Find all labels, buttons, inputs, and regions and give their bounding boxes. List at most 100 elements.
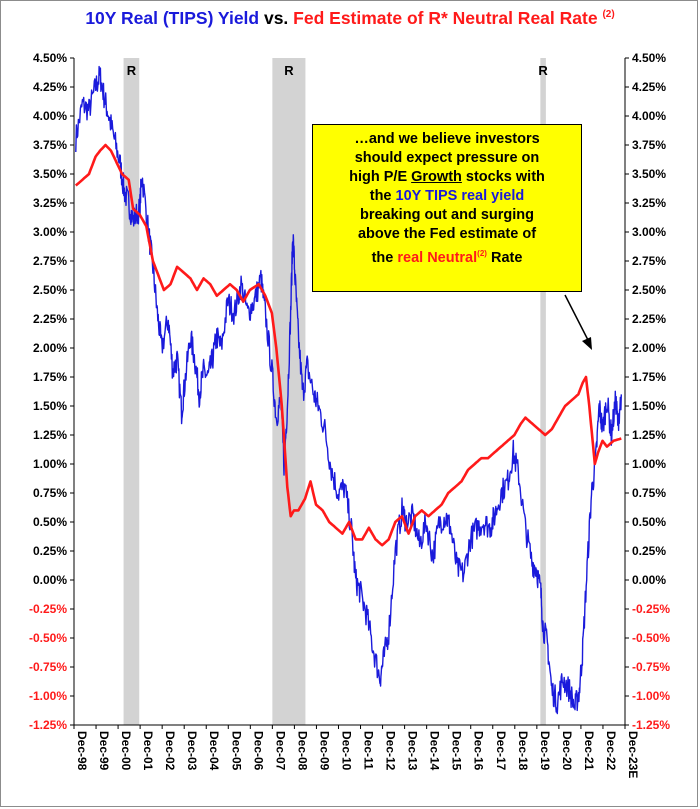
series-neutral-rate-line (74, 143, 622, 547)
y-tick-label-left: 1.25% (33, 428, 67, 442)
x-tick-label: Dec-07 (273, 731, 287, 771)
x-tick-label: Dec-14 (428, 731, 442, 771)
callout-line-3-post: stocks with (461, 169, 545, 185)
y-tick-label-right: -1.00% (632, 689, 670, 703)
annotation-callout: …and we believe investors should expect … (312, 124, 582, 292)
y-tick-label-right: 1.25% (632, 428, 666, 442)
y-tick-label-left: 0.50% (33, 515, 67, 529)
x-tick-label: Dec-19 (538, 731, 552, 771)
y-tick-label-right: 2.00% (632, 341, 666, 355)
chart-title: 10Y Real (TIPS) Yield vs. Fed Estimate o… (0, 8, 700, 29)
x-tick-label: Dec-04 (207, 731, 221, 771)
y-tick-label-right: 0.00% (632, 573, 666, 587)
y-tick-label-right: 0.25% (632, 544, 666, 558)
recession-band-1 (123, 58, 140, 725)
y-tick-label-right: 3.00% (632, 225, 666, 239)
x-tick-label: Dec-18 (516, 731, 530, 771)
callout-tips-highlight: 10Y TIPS real yield (395, 188, 525, 204)
y-tick-label-right: 3.25% (632, 196, 666, 210)
y-tick-label-left: 4.50% (33, 51, 67, 65)
x-tick-label: Dec-00 (119, 731, 133, 771)
y-tick-label-left: 4.25% (33, 80, 67, 94)
y-tick-label-right: 2.25% (632, 312, 666, 326)
x-tick-label: Dec-09 (317, 731, 331, 771)
x-tick-label: Dec-17 (494, 731, 508, 771)
y-tick-label-left: 2.00% (33, 341, 67, 355)
y-tick-label-right: 3.50% (632, 167, 666, 181)
y-tick-label-right: 2.50% (632, 283, 666, 297)
x-tick-label: Dec-22 (604, 731, 618, 771)
x-tick-label: Dec-16 (472, 731, 486, 771)
callout-line-7-post: Rate (486, 249, 523, 266)
y-axis-left: 4.50% 4.25% 4.00% 3.75% 3.50% 3.25% 3.00% 2.75%… (29, 51, 75, 732)
y-tick-label-right: -1.25% (632, 718, 670, 732)
y-tick-label-left: -0.75% (29, 660, 67, 674)
x-tick-label: Dec-05 (229, 731, 243, 771)
y-tick-label-right: 0.75% (632, 486, 666, 500)
y-tick-label-left: -0.50% (29, 631, 67, 645)
y-tick-label-left: 0.75% (33, 486, 67, 500)
callout-line-6: above the Fed estimate of (357, 226, 537, 242)
x-tick-label: Dec-12 (384, 731, 398, 771)
callout-arrow-shaft (564, 294, 590, 343)
x-tick-label: Dec-03 (185, 731, 199, 771)
x-tick-label: Dec-21 (582, 731, 596, 771)
x-tick-label: Dec-15 (450, 731, 464, 771)
title-vs: vs. (259, 8, 294, 28)
series-tips-yield-line (75, 65, 622, 715)
callout-line-5: breaking out and surging (359, 207, 534, 223)
y-tick-label-right: 2.75% (632, 254, 666, 268)
y-tick-label-left: -0.25% (29, 602, 67, 616)
y-tick-label-right: -0.75% (632, 660, 670, 674)
y-tick-label-left: 0.25% (33, 544, 67, 558)
x-tick-label: Dec-23E (626, 731, 640, 778)
callout-neutral-highlight: real Neutral (397, 249, 478, 266)
x-tick-label: Dec-02 (163, 731, 177, 771)
x-tick-label: Dec-11 (362, 731, 376, 770)
recession-band-2 (272, 58, 306, 725)
recession-label-2: R (284, 63, 294, 78)
y-tick-label-left: 1.75% (33, 370, 67, 384)
callout-line-4: the 10Y TIPS real yield (313, 187, 581, 206)
y-tick-label-left: 3.00% (33, 225, 67, 239)
callout-line-2: should expect pressure on (354, 150, 540, 166)
x-tick-label: Dec-99 (97, 731, 111, 771)
y-tick-label-left: 3.50% (33, 167, 67, 181)
x-tick-label: Dec-20 (560, 731, 574, 771)
y-tick-label-left: 1.50% (33, 399, 67, 413)
x-tick-label: Dec-01 (141, 731, 155, 771)
x-axis: Dec-98 Dec-99 Dec-00 Dec-01 Dec-02 Dec-03 Dec-… (73, 724, 640, 778)
y-tick-label-left: 1.00% (33, 457, 67, 471)
y-tick-label-left: -1.25% (29, 718, 67, 732)
recession-label-3: R (538, 63, 548, 78)
y-tick-label-right: -0.50% (632, 631, 670, 645)
x-tick-label: Dec-98 (75, 731, 89, 771)
y-tick-label-right: 1.00% (632, 457, 666, 471)
callout-line-3: high P/E Growth stocks with (313, 168, 581, 187)
y-tick-label-left: 2.25% (33, 312, 67, 326)
y-tick-label-right: 4.00% (632, 109, 666, 123)
x-tick-label: Dec-13 (406, 731, 420, 771)
y-tick-label-left: 3.25% (33, 196, 67, 210)
y-tick-label-left: 2.50% (33, 283, 67, 297)
y-tick-label-right: -0.25% (632, 602, 670, 616)
y-tick-label-left: 3.75% (33, 138, 67, 152)
callout-line-1: …and we believe investors (354, 131, 540, 147)
x-tick-label: Dec-06 (251, 731, 265, 771)
y-tick-label-right: 0.50% (632, 515, 666, 529)
callout-line-4-pre: the (369, 188, 396, 204)
callout-line-3-pre: high P/E (349, 169, 412, 185)
recession-band-3 (540, 58, 546, 725)
series-lines (74, 65, 622, 715)
title-footnote: (2) (602, 9, 615, 21)
callout-line-7: the real Neutral(2) Rate (313, 244, 581, 268)
title-tips-yield: 10Y Real (TIPS) Yield (85, 8, 260, 28)
recession-label-1: R (127, 63, 137, 78)
y-tick-label-right: 1.50% (632, 399, 666, 413)
y-tick-label-left: 2.75% (33, 254, 67, 268)
callout-arrow (564, 294, 592, 350)
x-tick-label: Dec-10 (339, 731, 353, 771)
callout-footnote: (2) (477, 249, 487, 258)
